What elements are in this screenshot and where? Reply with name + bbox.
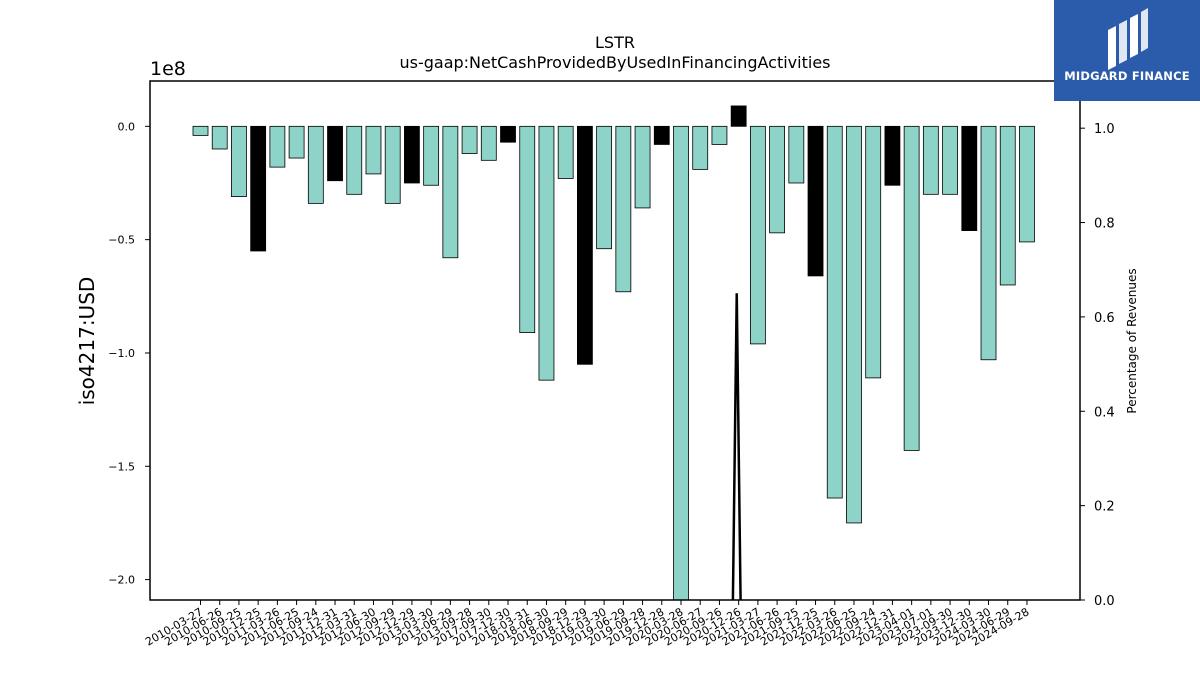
chart-subtitle: us-gaap:NetCashProvidedByUsedInFinancing… bbox=[399, 53, 830, 72]
bar-2022-06-25 bbox=[846, 125, 862, 524]
bar-2019-06-29 bbox=[615, 125, 632, 293]
bar-2010-03-27 bbox=[192, 125, 209, 136]
bar-2020-09-26 bbox=[711, 125, 728, 145]
bar-2013-06-29 bbox=[442, 125, 459, 259]
y-axis-label: iso4217:USD bbox=[75, 277, 99, 406]
y2-tick-label: 0.8 bbox=[1094, 217, 1115, 232]
bar-2018-12-29 bbox=[577, 125, 593, 365]
brand-logo: MIDGARD FINANCE bbox=[1054, 0, 1200, 101]
y-tick-label: −1.5 bbox=[108, 460, 135, 473]
y-tick-label: −0.5 bbox=[108, 234, 135, 247]
chart-title: LSTR bbox=[595, 33, 635, 52]
bar-2024-03-30 bbox=[980, 125, 997, 361]
bar-2021-03-27 bbox=[749, 125, 766, 345]
bar-2021-09-25 bbox=[788, 125, 805, 184]
bar-2010-12-25 bbox=[250, 125, 267, 252]
bar-2017-09-30 bbox=[480, 125, 497, 161]
bar-2019-03-30 bbox=[596, 125, 613, 250]
bar-2018-09-29 bbox=[557, 125, 574, 179]
bar-2024-09-28 bbox=[1019, 125, 1035, 243]
bar-2017-12-30 bbox=[500, 125, 516, 143]
bar-2021-12-25 bbox=[807, 125, 824, 277]
y2-tick-label: 0.0 bbox=[1094, 594, 1115, 609]
bar-2018-03-31 bbox=[519, 125, 536, 333]
bar-2023-09-30 bbox=[942, 125, 958, 195]
y-tick-label: −1.0 bbox=[108, 347, 135, 360]
y2-tick-label: 0.6 bbox=[1094, 311, 1115, 326]
y2-tick-label: 0.2 bbox=[1094, 500, 1115, 515]
bar-2011-06-25 bbox=[288, 125, 305, 159]
bar-2013-09-28 bbox=[461, 125, 478, 154]
bar-2011-03-26 bbox=[269, 125, 286, 168]
bar-2020-06-27 bbox=[692, 125, 709, 170]
bar-2022-12-31 bbox=[884, 125, 901, 186]
bar-2011-12-31 bbox=[327, 125, 343, 182]
bar-2021-06-26 bbox=[769, 125, 785, 234]
y2-tick-label: 0.4 bbox=[1094, 405, 1115, 420]
brand-name: MIDGARD FINANCE bbox=[1064, 69, 1190, 83]
bar-2012-06-30 bbox=[365, 125, 382, 175]
bar-2020-12-26 bbox=[730, 105, 747, 127]
bar-2012-12-29 bbox=[404, 125, 420, 184]
bar-2013-03-30 bbox=[423, 125, 440, 186]
bar-2023-07-01 bbox=[922, 125, 939, 195]
bar-2023-12-30 bbox=[961, 125, 978, 231]
bar-2012-09-29 bbox=[384, 125, 401, 204]
y-multiplier: 1e8 bbox=[150, 58, 186, 80]
bar-2011-09-24 bbox=[307, 125, 324, 204]
bar-2020-03-28 bbox=[673, 125, 689, 600]
bar-2022-09-24 bbox=[865, 125, 882, 379]
y2-axis-label: Percentage of Revenues bbox=[1125, 268, 1139, 413]
line-series-percentage-of-revenues bbox=[731, 293, 742, 600]
y2-tick-label: 1.0 bbox=[1094, 122, 1115, 137]
bar-2024-06-29 bbox=[999, 125, 1016, 286]
bar-2019-09-28 bbox=[634, 125, 651, 209]
bar-2019-12-28 bbox=[653, 125, 670, 145]
y-tick-label: 0.0 bbox=[118, 120, 136, 133]
plot-frame bbox=[149, 80, 1081, 601]
y-tick-label: −2.0 bbox=[108, 574, 135, 587]
midgard-logo-icon bbox=[1108, 8, 1148, 70]
bar-2023-04-01 bbox=[903, 125, 920, 451]
bar-2012-03-31 bbox=[346, 125, 363, 195]
bar-2010-09-25 bbox=[231, 125, 247, 197]
bar-2022-03-26 bbox=[826, 125, 843, 499]
bar-2010-06-26 bbox=[211, 125, 228, 150]
bar-2018-06-30 bbox=[538, 125, 555, 381]
